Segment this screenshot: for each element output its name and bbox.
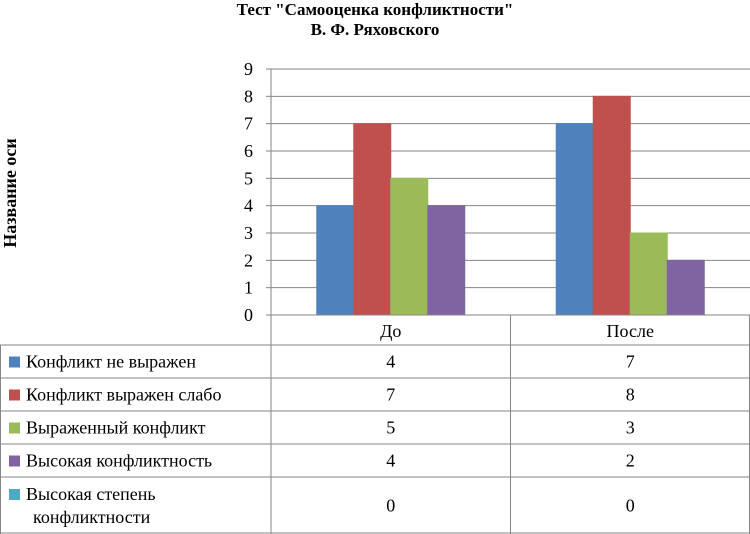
y-tick-label: 7 [244,114,253,134]
legend-label: Конфликт не выражен [26,352,196,372]
legend-key [9,389,20,401]
chart-title-line-1: Тест "Самооценка конфликтности" [236,0,514,19]
bar [316,205,355,316]
table-value: 4 [386,352,395,372]
y-axis-title: Название оси [0,138,20,248]
bar [353,123,392,316]
chart-title-line-2: В. Ф. Ряховского [310,20,440,39]
y-tick-label: 8 [244,86,253,106]
table-value: 5 [386,418,395,438]
y-tick-label: 5 [244,168,253,188]
table-value: 8 [626,385,635,405]
y-tick-label: 3 [244,223,253,243]
y-tick-label: 9 [244,59,253,79]
legend-label: Высокая степень [26,484,156,504]
bar [555,123,594,316]
y-tick-label: 2 [244,250,253,270]
bar [390,177,429,316]
bar [427,205,466,316]
table-value: 7 [386,385,395,405]
legend-label: конфликтности [33,507,151,527]
table-value: 4 [386,451,395,471]
x-tick-label: После [607,321,654,341]
y-tick-label: 6 [244,141,253,161]
bar [666,259,705,316]
y-tick-label: 0 [244,305,253,325]
table-value: 2 [626,451,635,471]
table-value: 7 [626,352,635,372]
y-tick-label: 4 [244,196,253,216]
legend-key [9,356,20,368]
bar [592,95,631,316]
legend-label: Конфликт выражен слабо [26,385,221,405]
bar [629,232,668,316]
table-value: 0 [626,496,635,516]
legend-key [9,489,20,500]
x-tick-label: До [380,321,401,341]
table-value: 0 [386,496,395,516]
legend-label: Выраженный конфликт [26,418,206,438]
legend-key [9,422,20,434]
legend-key [9,455,20,467]
table-value: 3 [626,418,635,438]
y-tick-label: 1 [244,278,253,298]
legend-label: Высокая конфликтность [26,451,212,471]
